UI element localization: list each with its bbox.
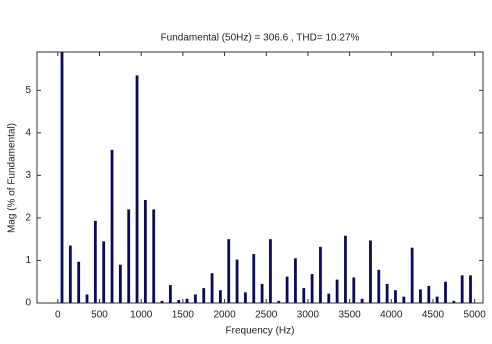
bar bbox=[143, 200, 147, 303]
bar bbox=[352, 277, 356, 303]
bar bbox=[327, 293, 331, 303]
bar bbox=[402, 296, 406, 303]
bar bbox=[244, 292, 247, 303]
x-tick-label: 3000 bbox=[297, 310, 320, 321]
bar bbox=[427, 285, 431, 303]
x-tick-label: 4500 bbox=[422, 310, 445, 321]
bar bbox=[68, 245, 72, 303]
x-tick-label: 2500 bbox=[255, 310, 278, 321]
bar bbox=[435, 296, 439, 303]
x-tick-label: 3500 bbox=[338, 310, 361, 321]
y-tick-label: 1 bbox=[25, 255, 31, 266]
bars bbox=[60, 52, 472, 303]
y-tick-label: 2 bbox=[25, 213, 31, 224]
x-tick-label: 5000 bbox=[464, 310, 487, 321]
x-axis-label: Frequency (Hz) bbox=[226, 326, 295, 337]
bar bbox=[444, 281, 447, 303]
bar bbox=[60, 52, 64, 303]
bar bbox=[235, 259, 239, 303]
y-tick-label: 5 bbox=[25, 85, 31, 96]
x-tick-label: 2000 bbox=[213, 310, 236, 321]
bar bbox=[110, 149, 114, 303]
bar bbox=[260, 283, 264, 303]
bar bbox=[285, 276, 289, 303]
bar bbox=[93, 220, 97, 303]
bar bbox=[310, 274, 314, 303]
bar bbox=[152, 209, 156, 303]
x-tick-label: 0 bbox=[55, 310, 61, 321]
bar bbox=[460, 275, 464, 303]
bar bbox=[193, 294, 197, 303]
bar bbox=[168, 285, 172, 303]
bar bbox=[160, 300, 164, 303]
bar bbox=[202, 288, 206, 303]
x-tick-label: 500 bbox=[91, 310, 108, 321]
bar bbox=[277, 300, 281, 303]
bar bbox=[369, 240, 372, 303]
bar bbox=[118, 264, 122, 303]
x-tick-label: 1000 bbox=[130, 310, 153, 321]
bar bbox=[77, 261, 81, 303]
bar bbox=[102, 241, 106, 303]
bar bbox=[135, 75, 139, 303]
bar bbox=[219, 290, 222, 303]
bar bbox=[385, 283, 389, 303]
bar bbox=[419, 289, 422, 303]
bar bbox=[294, 258, 297, 303]
bar bbox=[335, 279, 339, 303]
bar bbox=[377, 269, 381, 303]
chart-title: Fundamental (50Hz) = 306.6 , THD= 10.27% bbox=[161, 33, 360, 44]
x-tick-label: 1500 bbox=[172, 310, 195, 321]
bar bbox=[344, 235, 347, 303]
bar bbox=[469, 275, 472, 303]
bar bbox=[177, 300, 181, 303]
bar bbox=[85, 294, 89, 303]
bar bbox=[302, 288, 306, 303]
bar bbox=[210, 273, 214, 303]
bar bbox=[269, 239, 272, 303]
y-tick-label: 0 bbox=[25, 298, 31, 309]
bar bbox=[394, 290, 397, 303]
bar bbox=[227, 239, 231, 303]
y-axis-label: Mag (% of Fundamental) bbox=[7, 123, 18, 233]
x-tick-label: 4000 bbox=[380, 310, 403, 321]
bar bbox=[319, 246, 322, 303]
bar bbox=[127, 209, 131, 303]
bar bbox=[252, 254, 256, 303]
bar bbox=[452, 300, 456, 303]
bar bbox=[360, 298, 364, 303]
y-tick-label: 3 bbox=[25, 170, 31, 181]
bar bbox=[410, 247, 414, 303]
bar bbox=[185, 298, 189, 303]
y-tick-label: 4 bbox=[25, 127, 31, 138]
